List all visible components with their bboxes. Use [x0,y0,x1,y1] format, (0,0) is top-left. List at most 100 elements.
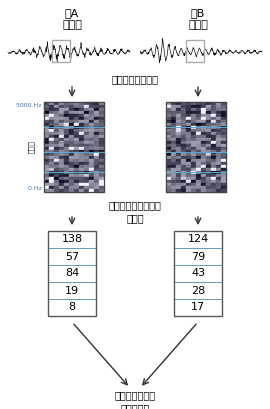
Bar [99,153,104,156]
Bar [79,165,84,168]
Bar [49,129,54,132]
Text: 0 Hz: 0 Hz [28,186,42,191]
Bar [99,135,104,138]
Bar [79,126,84,129]
Bar [171,177,176,180]
Bar [181,153,186,156]
Bar [166,156,171,159]
Bar [211,186,216,189]
Bar [99,117,104,120]
Bar [84,174,89,177]
Bar [89,108,94,111]
Bar [54,150,59,153]
Bar [206,159,211,162]
Bar [176,120,181,123]
Bar [89,156,94,159]
Bar [79,102,84,105]
Bar [206,123,211,126]
Bar [171,141,176,144]
Bar [69,141,74,144]
Bar [89,177,94,180]
Bar [54,171,59,174]
Bar [49,102,54,105]
Bar [216,159,221,162]
Bar [166,165,171,168]
Bar [201,165,206,168]
Bar [54,141,59,144]
Bar [74,180,79,183]
Bar [89,132,94,135]
Bar [99,108,104,111]
Bar [176,129,181,132]
Bar [191,129,196,132]
Bar [94,126,99,129]
Bar [201,171,206,174]
Bar [84,114,89,117]
Bar [59,114,64,117]
Bar [186,138,191,141]
Bar [211,180,216,183]
Bar [49,141,54,144]
Bar [89,183,94,186]
Bar [74,162,79,165]
Bar [99,174,104,177]
Bar [84,129,89,132]
Bar [64,114,69,117]
Bar [84,165,89,168]
Bar [54,135,59,138]
Bar [186,168,191,171]
Bar [79,111,84,114]
Bar [196,120,201,123]
Bar [216,147,221,150]
Bar [84,123,89,126]
Bar [181,165,186,168]
Bar [206,138,211,141]
Text: 8: 8 [68,303,76,312]
Bar [186,135,191,138]
Bar [94,111,99,114]
Bar [221,186,226,189]
Bar [44,177,49,180]
Bar [99,114,104,117]
Bar [221,108,226,111]
Bar [64,177,69,180]
Bar [196,135,201,138]
Bar [99,150,104,153]
Bar [191,135,196,138]
Bar [69,105,74,108]
Bar [216,177,221,180]
Bar [221,171,226,174]
Bar [221,135,226,138]
Bar [181,108,186,111]
Bar [186,159,191,162]
Text: 周波数: 周波数 [28,141,34,153]
Bar [206,174,211,177]
Bar [181,117,186,120]
Bar [94,189,99,192]
Bar [166,132,171,135]
Bar [64,111,69,114]
Bar [166,108,171,111]
Bar [49,126,54,129]
Bar [221,177,226,180]
Bar [186,180,191,183]
Text: 43: 43 [191,268,205,279]
Bar [84,168,89,171]
Bar [176,108,181,111]
Bar [191,120,196,123]
Bar [206,105,211,108]
Bar [74,183,79,186]
Bar [69,108,74,111]
Bar [74,126,79,129]
Bar [166,177,171,180]
Bar [221,102,226,105]
Bar [206,126,211,129]
Bar [216,180,221,183]
Bar [49,111,54,114]
Bar [221,132,226,135]
Bar [49,114,54,117]
Bar [166,129,171,132]
Bar [211,183,216,186]
Bar [196,117,201,120]
Bar [54,174,59,177]
